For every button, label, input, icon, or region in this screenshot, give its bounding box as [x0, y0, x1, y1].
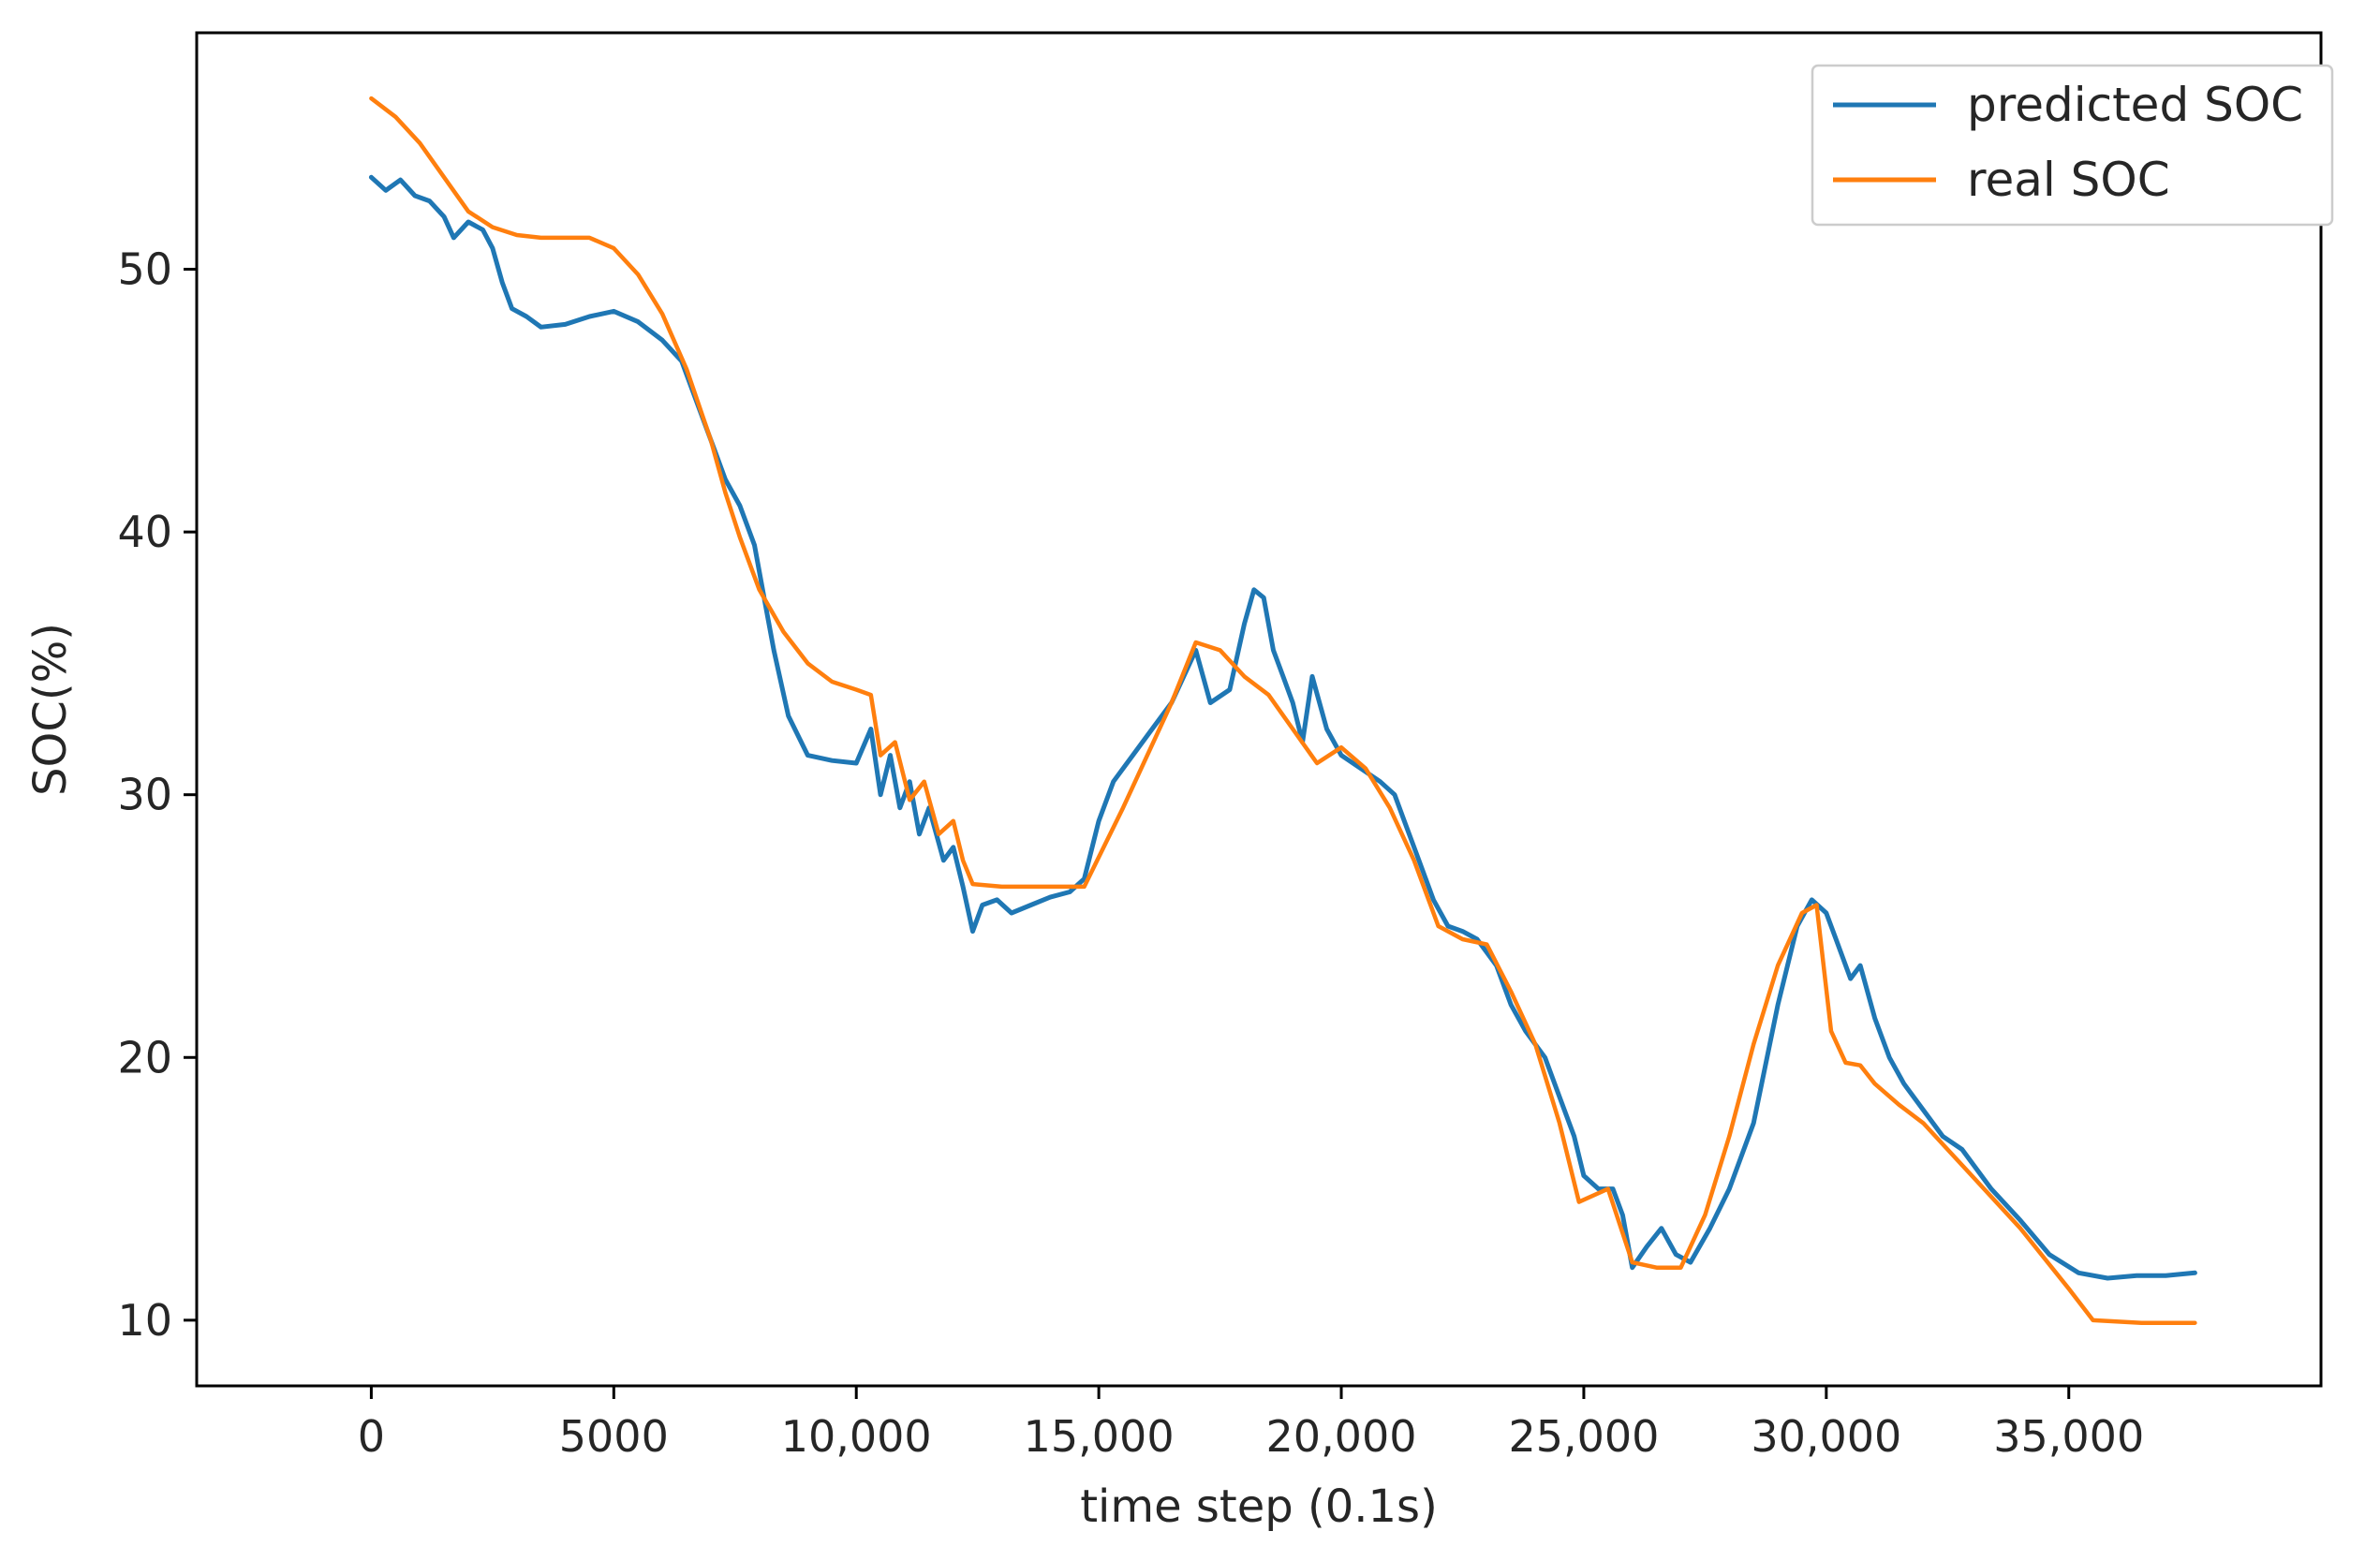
- legend: predicted SOC real SOC: [1811, 64, 2334, 227]
- plot-lines: [368, 96, 2197, 1325]
- plot-frame: [195, 31, 2323, 1388]
- y-axis-ticks: 10 20 30 40 50: [117, 244, 197, 1346]
- x-tick-label: 25,000: [1508, 1411, 1659, 1462]
- x-tick-label: 15,000: [1024, 1411, 1175, 1462]
- legend-box: [1811, 64, 2334, 227]
- y-tick-label: 50: [117, 244, 172, 295]
- x-tick-label: 5000: [559, 1411, 669, 1462]
- legend-label-real-soc: real SOC: [1967, 153, 2170, 207]
- x-axis-label: time step (0.1s): [1080, 1480, 1438, 1533]
- y-tick-label: 40: [117, 507, 172, 557]
- y-tick-label: 30: [117, 770, 172, 820]
- x-tick-label: 30,000: [1751, 1411, 1901, 1462]
- x-tick-label: 35,000: [1993, 1411, 2144, 1462]
- legend-label-predicted-soc: predicted SOC: [1967, 78, 2303, 132]
- x-axis-ticks: 0 5000 10,000 15,000 20,000 25,000 30,000 35,00…: [358, 1386, 2144, 1462]
- y-axis-label: SOC(%): [24, 623, 77, 796]
- y-tick-label: 20: [117, 1032, 172, 1082]
- x-tick-label: 20,000: [1266, 1411, 1417, 1462]
- x-tick-label: 0: [358, 1411, 385, 1462]
- y-tick-label: 10: [117, 1295, 172, 1346]
- x-tick-label: 10,000: [781, 1411, 932, 1462]
- series-line-predicted-soc: [368, 174, 2197, 1281]
- series-line-real-soc: [369, 96, 2197, 1325]
